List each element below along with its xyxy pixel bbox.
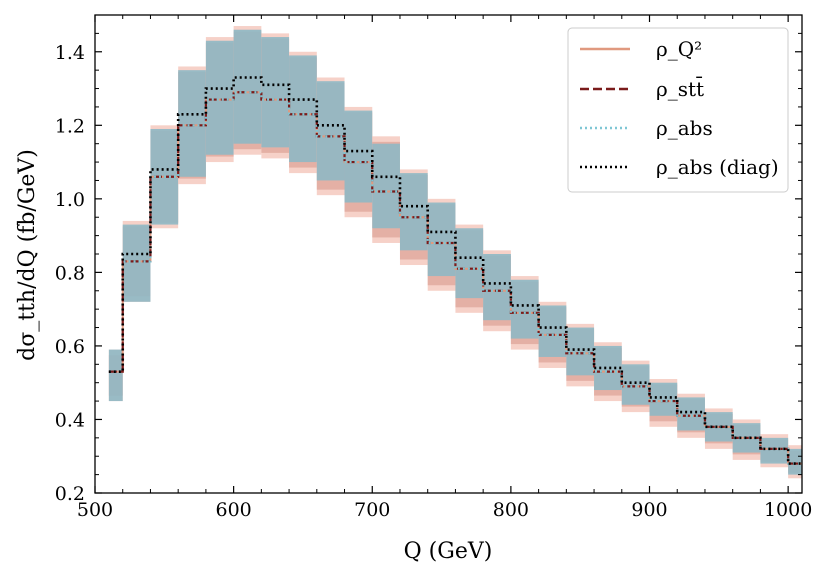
band-abs-bin: [510, 279, 539, 339]
x-tick-label: 700: [354, 499, 390, 521]
legend-label-rho-abs-diag: ρ_abs (diag): [656, 155, 779, 179]
band-abs-bin: [233, 29, 262, 144]
series-line-rho-abs: [108, 91, 802, 465]
legend-box: [567, 27, 789, 193]
band-abs-bin: [289, 55, 317, 163]
band-abs-bin: [205, 40, 234, 155]
y-tick-label: 0.4: [55, 409, 85, 431]
legend: ρ_Q² ρ_stt̄ ρ_abs ρ_abs (diag): [567, 27, 789, 193]
x-tick-label: 500: [77, 499, 113, 521]
band-abs-bin: [372, 143, 400, 229]
band-abs-bin: [455, 228, 484, 299]
band-abs-bin: [344, 110, 373, 203]
x-tick-label: 1000: [764, 499, 812, 521]
y-tick-label: 0.6: [55, 336, 85, 358]
legend-label-rho-abs: ρ_abs: [656, 116, 713, 140]
band-abs-bin: [483, 254, 511, 321]
legend-label-rho-q2: ρ_Q²: [656, 37, 702, 61]
band-abs-bin: [538, 305, 567, 357]
y-tick-label: 0.2: [55, 483, 85, 505]
band-abs-bin: [621, 364, 650, 405]
x-tick-label: 900: [631, 499, 667, 521]
series-lines: [108, 76, 802, 465]
band-abs-bin: [677, 397, 705, 431]
y-axis-title: dσ_tth/dQ (fb/GeV): [15, 149, 40, 361]
axis-ticks: [94, 15, 802, 494]
band-abs-bin: [760, 437, 789, 464]
band-abs-bin: [122, 224, 151, 302]
band-abs-bin: [566, 327, 595, 376]
band-abs-bin: [649, 382, 678, 416]
band-abs-bin: [399, 173, 428, 251]
y-tick-label: 1.4: [55, 42, 85, 64]
band-abs-bin: [427, 202, 456, 277]
y-tick-label: 1.0: [55, 189, 85, 211]
band-abs-bin: [594, 345, 622, 391]
uncertainty-bands: [108, 26, 802, 479]
series-line-rho-abs-diag: [108, 76, 802, 465]
x-tick-label: 600: [215, 499, 251, 521]
legend-label-rho-stt: ρ_stt̄: [656, 76, 704, 101]
y-tick-label: 0.8: [55, 262, 85, 284]
x-tick-label: 800: [493, 499, 529, 521]
band-abs-bin: [261, 37, 290, 148]
x-tick-labels: 500 600 700 800 900 1000: [77, 499, 812, 521]
x-axis-title: Q (GeV): [404, 539, 493, 564]
band-abs-bin: [178, 70, 206, 177]
band-abs-bin: [316, 81, 345, 181]
band-abs-bin: [108, 349, 123, 402]
band-abs-bin: [788, 448, 802, 475]
y-tick-labels: 0.2 0.4 0.6 0.8 1.0 1.2 1.4: [55, 42, 85, 505]
y-tick-label: 1.2: [55, 115, 85, 137]
